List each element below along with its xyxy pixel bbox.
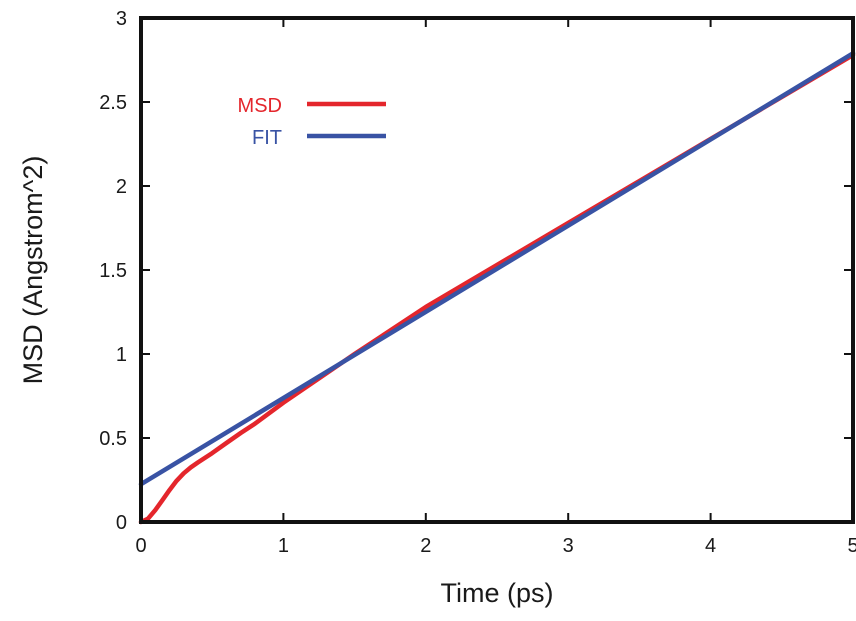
y-tick-label: 1	[116, 344, 127, 366]
legend-label-msd: MSD	[238, 95, 282, 117]
y-axis-ticks: 0 0.5 1 1.5 2 2.5 3	[99, 8, 853, 534]
y-tick-label: 0.5	[99, 428, 127, 450]
x-tick-label: 4	[705, 535, 716, 557]
x-axis-ticks: 0 1 2 3 4 5	[135, 18, 856, 557]
x-tick-label: 5	[847, 535, 856, 557]
series-line-msd	[138, 52, 856, 525]
plot-lines	[138, 51, 856, 525]
y-tick-label: 2	[116, 176, 127, 198]
y-tick-label: 1.5	[99, 260, 127, 282]
y-tick-label: 2.5	[99, 92, 127, 114]
x-axis-title: Time (ps)	[441, 578, 554, 608]
x-tick-label: 1	[278, 535, 289, 557]
series-line-fit	[138, 51, 856, 487]
legend-label-fit: FIT	[252, 127, 282, 149]
legend: MSD FIT	[238, 95, 386, 149]
x-tick-label: 2	[420, 535, 431, 557]
y-tick-label: 0	[116, 512, 127, 534]
y-axis-title: MSD (Angstrom^2)	[18, 156, 48, 385]
y-tick-label: 3	[116, 8, 127, 30]
x-tick-label: 3	[563, 535, 574, 557]
x-tick-label: 0	[135, 535, 146, 557]
